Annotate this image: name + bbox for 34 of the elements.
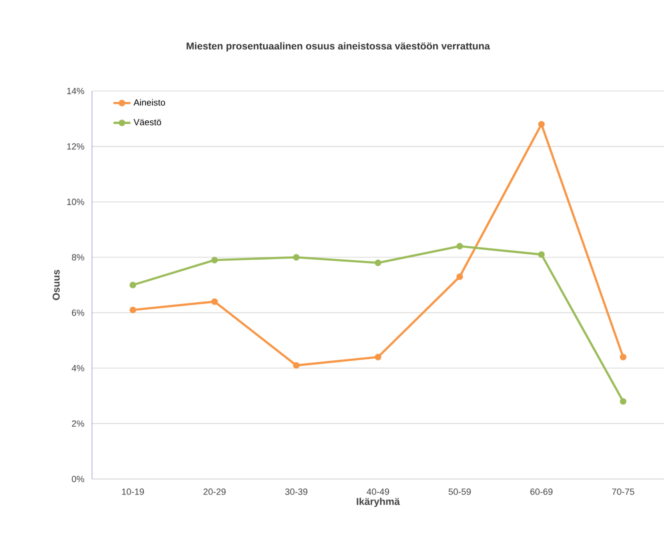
y-tick-label: 12% bbox=[67, 143, 84, 150]
legend-label: Väestö bbox=[134, 119, 162, 126]
x-tick-label: 50-59 bbox=[448, 488, 471, 495]
point bbox=[620, 398, 626, 405]
legend-label: Aineisto bbox=[134, 99, 166, 106]
point bbox=[374, 260, 382, 266]
point bbox=[293, 362, 300, 369]
y-axis-title: Osuus bbox=[52, 270, 60, 300]
point bbox=[130, 282, 136, 288]
x-axis-title: Ikäryhmä bbox=[356, 498, 400, 507]
point bbox=[211, 256, 218, 264]
y-tick-label: 4% bbox=[72, 365, 84, 372]
x-tick-label: 30-39 bbox=[285, 488, 308, 495]
point bbox=[374, 354, 382, 360]
y-tick-label: 6% bbox=[72, 310, 84, 316]
y-tick-label: 0% bbox=[72, 476, 84, 482]
point bbox=[538, 120, 545, 128]
point bbox=[211, 298, 218, 305]
y-tick-label: 8% bbox=[72, 254, 84, 260]
point bbox=[456, 242, 464, 250]
x-tick-label: 20-29 bbox=[204, 488, 226, 495]
x-tick-label: 10-19 bbox=[122, 488, 144, 495]
y-tick-label: 10% bbox=[67, 198, 84, 206]
point bbox=[130, 306, 136, 314]
point bbox=[456, 273, 464, 280]
y-tick-label: 2% bbox=[72, 420, 84, 427]
x-tick-label: 70-75 bbox=[612, 488, 634, 495]
x-tick-label: 40-49 bbox=[366, 488, 390, 495]
y-tick-label: 14% bbox=[67, 88, 84, 94]
point bbox=[620, 354, 626, 360]
x-tick-label: 60-69 bbox=[530, 488, 552, 495]
point bbox=[538, 251, 545, 258]
chart-title: Miesten prosentuaalinen osuus aineistossa väestöön verrattuna bbox=[186, 42, 490, 52]
point bbox=[293, 254, 300, 261]
